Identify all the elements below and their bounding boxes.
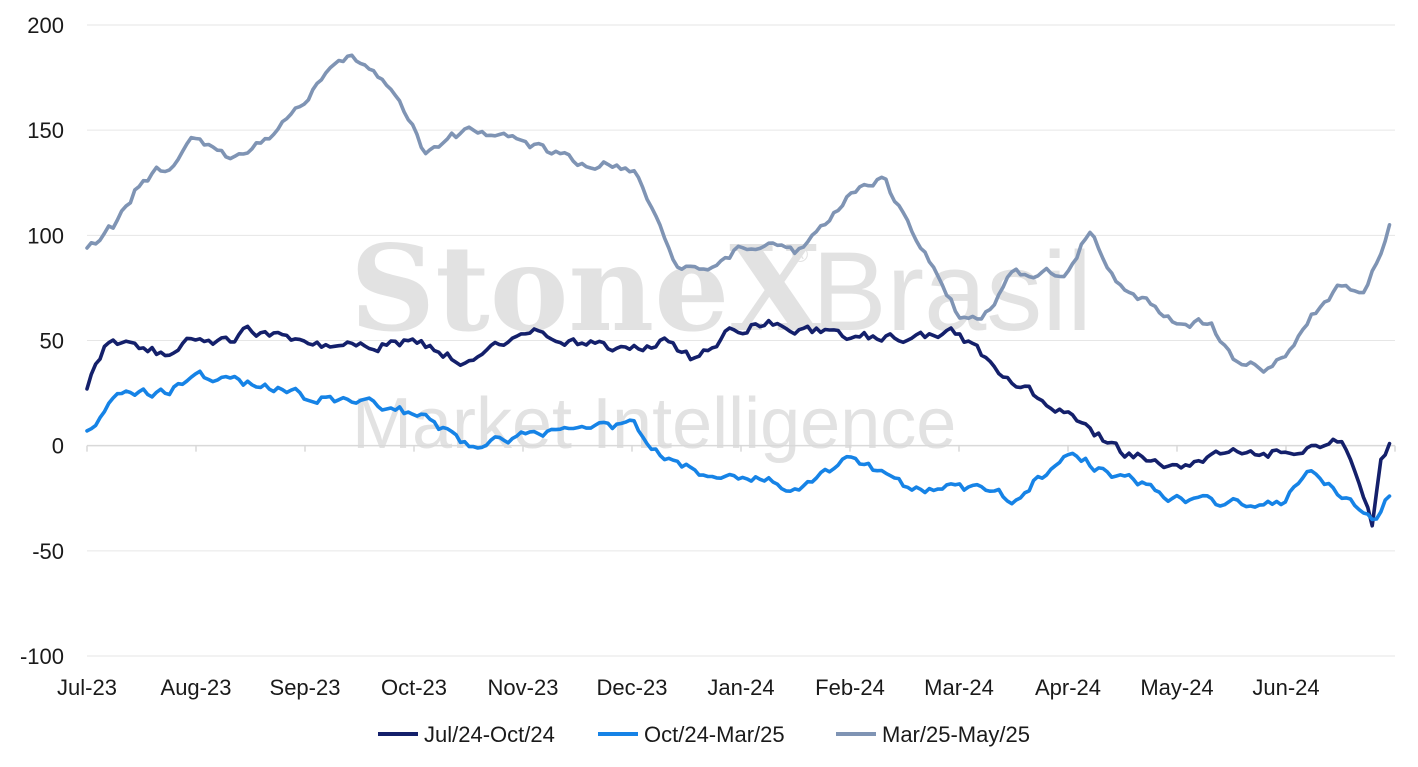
- x-axis: [86, 444, 1396, 452]
- x-tick-label: Aug-23: [161, 675, 232, 700]
- x-tick-label: Jan-24: [707, 675, 774, 700]
- x-tick-label: Jul-23: [57, 675, 117, 700]
- x-tick-label: Oct-23: [381, 675, 447, 700]
- watermark-line2: Market Intelligence: [352, 384, 956, 464]
- y-tick-label: -50: [32, 539, 64, 564]
- x-tick-label: Feb-24: [815, 675, 885, 700]
- y-tick-label: 0: [52, 434, 64, 459]
- legend-label: Jul/24-Oct/24: [424, 722, 555, 747]
- x-tick-label: Apr-24: [1035, 675, 1101, 700]
- x-tick-label: Mar-24: [924, 675, 994, 700]
- y-tick-label: 50: [40, 329, 64, 354]
- series-line-2: [85, 369, 1392, 522]
- x-tick-label: Sep-23: [270, 675, 341, 700]
- legend: Jul/24-Oct/24 Oct/24-Mar/25 Mar/25-May/25: [378, 722, 1030, 747]
- x-tick-label: Nov-23: [488, 675, 559, 700]
- y-tick-label: 100: [27, 223, 64, 248]
- legend-label: Mar/25-May/25: [882, 722, 1030, 747]
- legend-label: Oct/24-Mar/25: [644, 722, 785, 747]
- y-tick-label: 200: [27, 13, 64, 38]
- x-axis-labels: Jul-23 Aug-23 Sep-23 Oct-23 Nov-23 Dec-23 Jan-…: [57, 675, 1320, 700]
- series-lines: [85, 53, 1392, 528]
- x-tick-label: May-24: [1140, 675, 1213, 700]
- series-line-3: [85, 53, 1392, 374]
- watermark: StoneX ® Brasil Market Intelligence: [350, 219, 1092, 464]
- watermark-sub: Brasil: [812, 229, 1092, 354]
- watermark-main: StoneX: [350, 219, 821, 358]
- y-tick-label: -100: [20, 644, 64, 669]
- series-line-1: [85, 318, 1392, 528]
- y-axis-labels: -100 -50 0 50 100 150 200: [20, 13, 64, 669]
- x-tick-label: Dec-23: [597, 675, 668, 700]
- y-tick-label: 150: [27, 118, 64, 143]
- x-tick-label: Jun-24: [1252, 675, 1319, 700]
